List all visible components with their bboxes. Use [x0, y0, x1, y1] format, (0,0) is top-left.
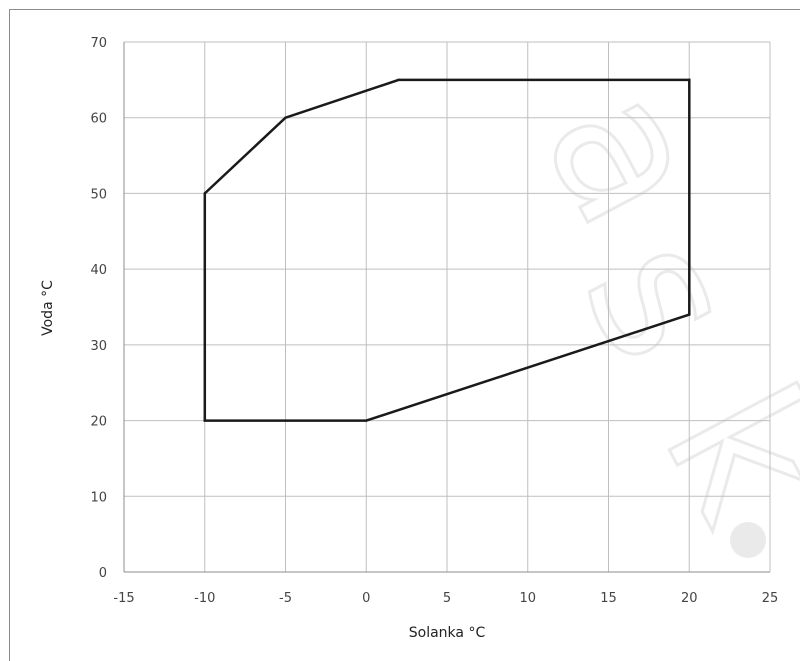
y-tick-label-1: 10 [90, 490, 107, 505]
x-tick-label-6: 15 [600, 591, 617, 606]
envelope-vertex-0-5 [365, 419, 368, 422]
y-tick-label-0: 0 [99, 566, 107, 581]
tick-labels: -15 -10 -5 0 5 10 15 20 25 0 10 20 30 40 50 60 70 [90, 36, 778, 606]
watermark: a s k [500, 51, 800, 558]
envelope-vertex-0-2 [397, 78, 400, 82]
x-tick-label-5: 10 [519, 591, 536, 606]
x-tick-label-3: 0 [362, 591, 370, 606]
axes [123, 42, 770, 573]
y-tick-label-5: 50 [90, 187, 107, 202]
envelope-line-0 [203, 78, 691, 422]
y-tick-label-7: 70 [90, 36, 107, 51]
y-axis-label: Voda °C [40, 280, 56, 336]
x-tick-label-7: 20 [681, 591, 698, 606]
x-tick-label-4: 5 [443, 591, 451, 606]
x-axis-label: Solanka °C [409, 625, 486, 641]
x-tick-label-1: -10 [194, 591, 215, 606]
y-tick-label-4: 40 [90, 263, 107, 278]
series-group [203, 78, 691, 422]
envelope-vertex-0-4 [688, 313, 691, 316]
x-tick-label-8: 25 [762, 591, 779, 606]
envelope-vertex-0-6 [203, 419, 206, 422]
y-tick-label-3: 30 [90, 339, 107, 354]
y-tick-label-6: 60 [90, 112, 107, 127]
x-tick-label-2: -5 [279, 591, 292, 606]
envelope-vertex-0-3 [688, 78, 691, 82]
y-tick-label-2: 20 [90, 415, 107, 430]
x-tick-label-0: -15 [113, 591, 134, 606]
envelope-vertex-0-7 [203, 192, 206, 195]
envelope-vertex-0-1 [284, 116, 287, 119]
svg-text:k: k [621, 352, 800, 553]
chart-frame [9, 9, 800, 661]
